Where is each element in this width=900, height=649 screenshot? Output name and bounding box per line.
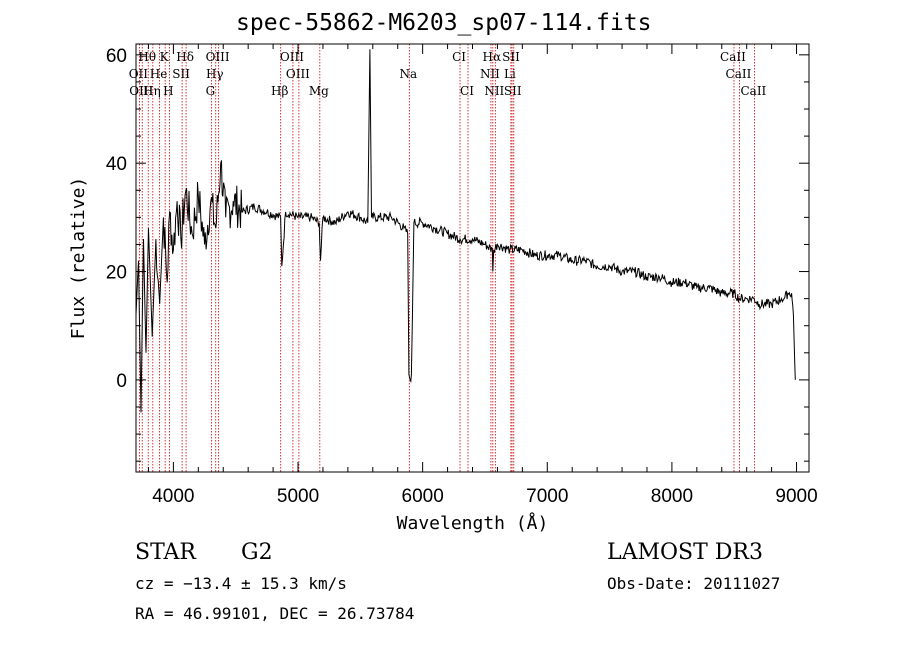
line-label: Hα — [483, 50, 502, 64]
line-label: OIII — [280, 50, 304, 64]
line-label: CaII — [740, 84, 766, 98]
line-label: OIII — [129, 84, 153, 98]
line-label: Li — [504, 67, 516, 81]
x-tick-label: 4000 — [152, 486, 194, 507]
x-tick-label: 6000 — [402, 486, 444, 507]
x-tick-label: 7000 — [526, 486, 568, 507]
emission-line-markers — [138, 44, 755, 472]
survey-name: LAMOST DR3 — [607, 540, 763, 565]
line-label: NII — [480, 67, 500, 81]
line-label: OII — [129, 67, 149, 81]
line-label: SII — [504, 84, 522, 98]
plot-frame — [135, 43, 810, 473]
line-label: Hγ — [206, 67, 224, 81]
line-label: OIII — [286, 67, 310, 81]
line-label: NII — [484, 84, 504, 98]
line-label: Hη — [143, 84, 161, 98]
line-label: Na — [399, 67, 417, 81]
line-label: Hβ — [271, 84, 288, 98]
y-tick-label: 20 — [106, 263, 127, 284]
line-label: H — [163, 84, 173, 98]
y-tick-label: 60 — [106, 46, 127, 67]
object-class: STAR — [135, 540, 196, 565]
line-label: K — [160, 50, 170, 64]
line-label: CI — [460, 84, 474, 98]
line-label: G — [206, 84, 216, 98]
y-tick-label: 40 — [106, 154, 127, 175]
line-label: Hδ — [176, 50, 194, 64]
line-label: SII — [502, 50, 520, 64]
line-label: Mg — [309, 84, 329, 98]
y-tick-label: 0 — [116, 371, 127, 392]
line-label: SII — [172, 67, 190, 81]
y-axis-label: Flux (relative) — [68, 177, 89, 340]
line-label: Hθ — [138, 50, 156, 64]
obs-date-text: Obs-Date: 20111027 — [607, 574, 781, 593]
line-label: OIII — [206, 50, 230, 64]
x-tick-label: 9000 — [775, 486, 817, 507]
spectrum-series-line — [135, 49, 796, 413]
x-axis-label: Wavelength (Å) — [397, 512, 549, 534]
x-tick-label: 8000 — [651, 486, 693, 507]
line-label: CaII — [726, 67, 752, 81]
chart-title: spec-55862-M6203_sp07-114.fits — [236, 10, 652, 36]
redshift-text: cz = −13.4 ± 15.3 km/s — [135, 574, 347, 593]
line-label: He — [150, 67, 168, 81]
x-tick-label: 5000 — [277, 486, 319, 507]
line-label: CI — [452, 50, 466, 64]
line-label: CaII — [720, 50, 746, 64]
object-subclass: G2 — [241, 540, 273, 565]
coords-text: RA = 46.99101, DEC = 26.73784 — [135, 604, 415, 623]
axis-ticks: 4000 5000 6000 7000 8000 9000 0 20 40 60 — [106, 44, 818, 507]
